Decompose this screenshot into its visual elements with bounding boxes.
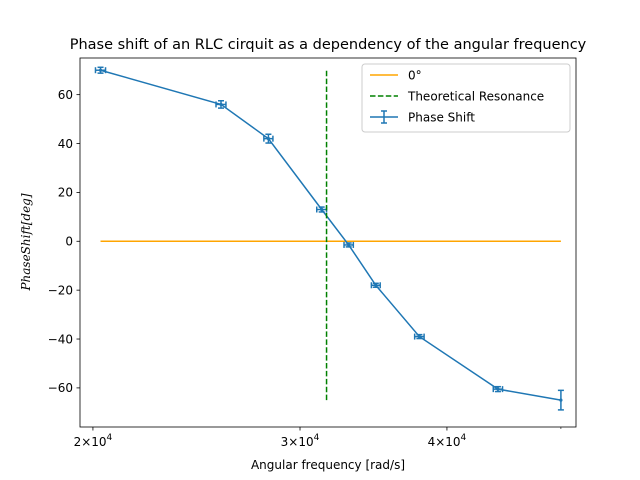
phase-shift-point [343, 241, 355, 248]
phase-shift-point [94, 66, 107, 74]
data-point [347, 243, 351, 247]
y-tick-label: −20 [48, 283, 73, 297]
x-axis-label: Angular frequency [rad/s] [251, 458, 405, 472]
y-tick-label: 60 [58, 88, 73, 102]
data-point [98, 68, 103, 72]
chart-marks [94, 66, 564, 411]
phase-shift-point [370, 282, 381, 289]
data-point [374, 283, 378, 287]
y-tick-label: −40 [48, 332, 73, 346]
legend-label: 0° [408, 68, 422, 82]
y-tick-label: 20 [58, 186, 73, 200]
plot-frame [79, 57, 577, 428]
phase-shift-point [557, 389, 564, 411]
legend-box [361, 63, 571, 133]
legend-label: Theoretical Resonance [407, 89, 544, 103]
phase-shift-point [263, 133, 274, 144]
phase-shift-point [492, 385, 504, 393]
data-point [559, 398, 563, 402]
data-point [496, 387, 500, 391]
y-tick-label: −60 [48, 381, 73, 395]
legend-entry: Theoretical Resonance [370, 89, 544, 103]
phase-shift-point [215, 100, 227, 109]
legend: 0° Theoretical Resonance Phase Shift [361, 63, 571, 133]
x-tick-label: 4×104 [428, 433, 467, 449]
legend-entry: Phase Shift [370, 110, 475, 124]
data-point [417, 334, 421, 339]
phase-shift-point [413, 333, 425, 340]
data-point [266, 137, 271, 141]
chart-axes: 60 40 20 0 −20 −40 −60 2×104 3×104 4×104 [48, 88, 562, 449]
y-tick-label: 40 [58, 137, 73, 151]
y-axis-label: PhaseShift[deg] [19, 193, 33, 291]
x-tick-label: 3×104 [281, 433, 320, 449]
x-tick-label: 2×104 [74, 433, 113, 449]
data-point [320, 207, 324, 212]
y-tick-label: 0 [65, 235, 73, 249]
legend-entry: 0° [370, 68, 422, 82]
legend-label: Phase Shift [408, 110, 475, 124]
chart-title: Phase shift of an RLC cirquit as a depen… [70, 37, 587, 53]
data-point [219, 102, 223, 107]
